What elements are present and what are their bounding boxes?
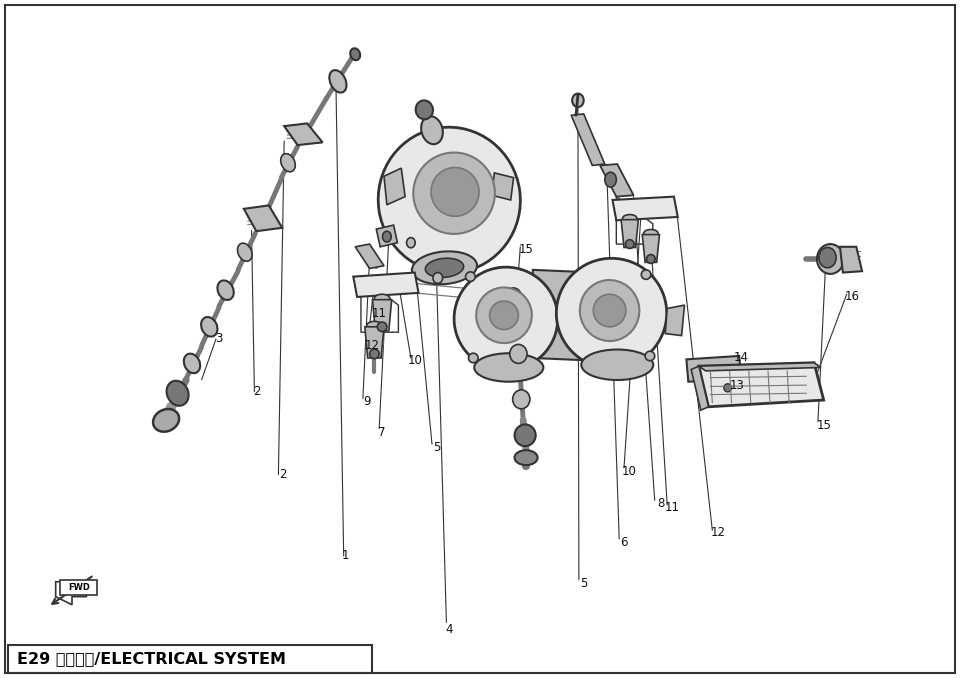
Text: 2: 2 (279, 468, 287, 481)
Ellipse shape (474, 353, 543, 382)
Polygon shape (612, 197, 678, 220)
Ellipse shape (645, 351, 655, 361)
Ellipse shape (329, 70, 347, 93)
Ellipse shape (466, 272, 475, 281)
Ellipse shape (367, 321, 382, 330)
Ellipse shape (407, 238, 416, 247)
Ellipse shape (374, 294, 390, 302)
Ellipse shape (515, 424, 536, 446)
Ellipse shape (217, 281, 234, 300)
Ellipse shape (454, 267, 558, 370)
Text: 12: 12 (365, 339, 380, 353)
Polygon shape (353, 273, 419, 297)
Ellipse shape (819, 247, 836, 268)
Ellipse shape (643, 229, 659, 237)
Text: 5: 5 (433, 441, 441, 454)
Polygon shape (699, 363, 821, 371)
Ellipse shape (510, 344, 527, 363)
Text: 5: 5 (580, 576, 588, 590)
Ellipse shape (724, 384, 732, 392)
Text: 1: 1 (342, 549, 349, 563)
Ellipse shape (237, 243, 252, 261)
Ellipse shape (280, 154, 296, 172)
Ellipse shape (201, 317, 218, 336)
Text: FWD: FWD (68, 583, 89, 593)
Ellipse shape (626, 240, 635, 249)
Polygon shape (284, 123, 323, 145)
Ellipse shape (719, 379, 736, 397)
Text: 15: 15 (518, 243, 534, 256)
Polygon shape (571, 114, 605, 165)
Text: 12: 12 (710, 525, 726, 539)
Text: E29 电装总成/ELECTRICAL SYSTEM: E29 电装总成/ELECTRICAL SYSTEM (17, 652, 286, 666)
Polygon shape (691, 366, 708, 410)
Polygon shape (642, 235, 660, 262)
Polygon shape (621, 220, 638, 247)
Ellipse shape (414, 153, 494, 234)
Text: 6: 6 (620, 536, 628, 549)
Text: 4: 4 (445, 622, 453, 636)
Text: 15: 15 (816, 419, 831, 433)
Ellipse shape (350, 48, 360, 60)
Text: 3: 3 (215, 332, 223, 346)
Ellipse shape (580, 280, 639, 341)
Ellipse shape (476, 287, 532, 343)
Ellipse shape (490, 301, 518, 330)
Text: 14: 14 (733, 351, 749, 365)
Ellipse shape (506, 288, 521, 306)
Text: 16: 16 (845, 290, 860, 304)
Text: 11: 11 (664, 500, 680, 514)
Ellipse shape (557, 258, 666, 368)
Ellipse shape (515, 450, 538, 465)
Ellipse shape (572, 94, 584, 107)
Ellipse shape (509, 317, 524, 334)
Text: 11: 11 (372, 306, 387, 320)
Ellipse shape (416, 100, 433, 119)
Polygon shape (492, 173, 514, 200)
Polygon shape (686, 356, 741, 382)
Ellipse shape (421, 116, 443, 144)
Polygon shape (533, 270, 595, 361)
Polygon shape (56, 582, 86, 605)
Ellipse shape (622, 214, 637, 222)
Ellipse shape (377, 322, 387, 332)
Ellipse shape (581, 350, 653, 380)
Text: 7: 7 (378, 426, 386, 439)
Polygon shape (372, 300, 392, 331)
Ellipse shape (412, 252, 477, 284)
Polygon shape (665, 305, 684, 336)
Polygon shape (355, 244, 384, 268)
Polygon shape (384, 168, 405, 205)
Text: 9: 9 (363, 395, 371, 408)
Bar (60, 580, 97, 595)
Ellipse shape (378, 127, 520, 273)
Polygon shape (376, 225, 397, 247)
Ellipse shape (468, 353, 478, 363)
Ellipse shape (641, 270, 651, 279)
Ellipse shape (593, 294, 626, 327)
Ellipse shape (425, 258, 464, 277)
Ellipse shape (167, 381, 188, 405)
Text: 13: 13 (730, 378, 745, 392)
Ellipse shape (605, 172, 616, 187)
Text: 10: 10 (621, 464, 636, 478)
Ellipse shape (370, 349, 379, 359)
Text: 10: 10 (407, 354, 422, 367)
Ellipse shape (433, 273, 443, 283)
Ellipse shape (513, 390, 530, 409)
Ellipse shape (647, 255, 655, 264)
Polygon shape (365, 327, 384, 358)
Text: 2: 2 (253, 385, 261, 399)
Bar (8, 645, 372, 673)
Polygon shape (699, 363, 824, 407)
Ellipse shape (817, 244, 844, 274)
Polygon shape (244, 205, 282, 231)
Ellipse shape (153, 409, 180, 432)
Ellipse shape (183, 354, 201, 373)
Ellipse shape (382, 231, 392, 242)
Text: 8: 8 (657, 496, 664, 510)
Polygon shape (600, 164, 634, 197)
Ellipse shape (431, 167, 479, 216)
Polygon shape (840, 247, 862, 273)
